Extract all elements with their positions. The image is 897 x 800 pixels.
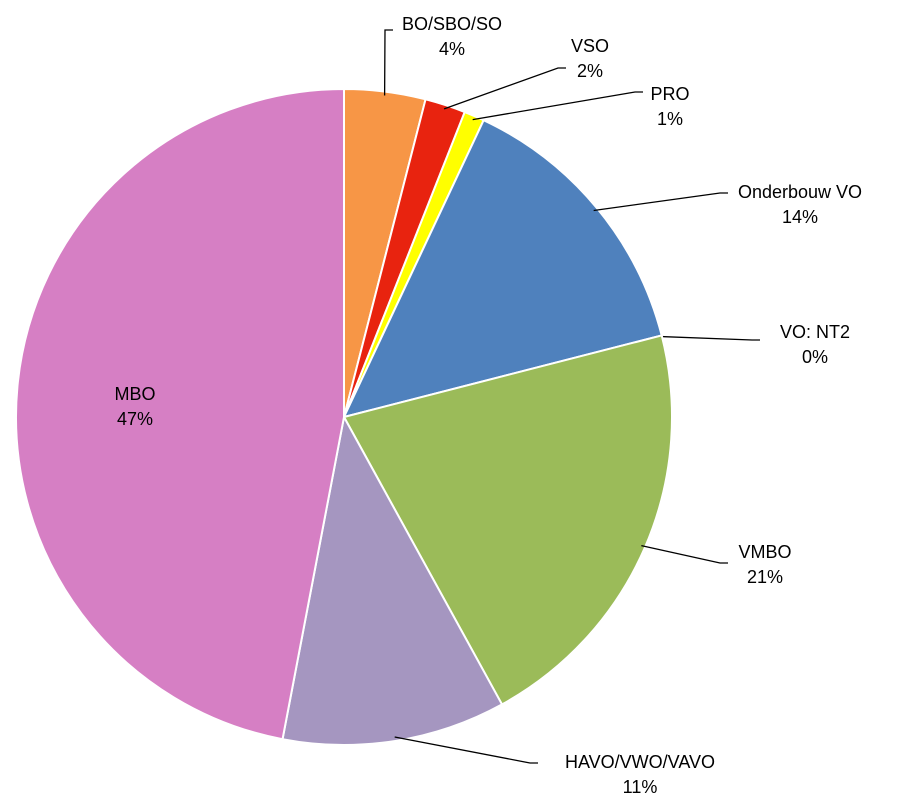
pie-slice: [15, 87, 345, 741]
slice-value-label: 4%: [439, 39, 465, 59]
pie-slice: [342, 334, 673, 706]
pie-slice: [281, 414, 504, 746]
slice-label: PRO: [650, 84, 689, 104]
slice-value-label: 0%: [802, 347, 828, 367]
slice-label: Onderbouw VO: [738, 182, 862, 202]
slice-value-label: 21%: [747, 567, 783, 587]
pie-slice: [342, 118, 663, 419]
slice-value-label: 14%: [782, 207, 818, 227]
slice-value-label: 47%: [117, 409, 153, 429]
slice-label: MBO: [114, 384, 155, 404]
slice-label: VMBO: [738, 542, 791, 562]
leader-line: [443, 67, 566, 110]
leader-line: [383, 29, 393, 96]
slice-value-label: 1%: [657, 109, 683, 129]
leader-line: [657, 335, 760, 341]
slice-value-label: 2%: [577, 61, 603, 81]
slice-value-label: 11%: [623, 777, 658, 797]
leader-line: [593, 192, 728, 212]
leader-line: [472, 91, 643, 121]
leader-line: [641, 545, 728, 564]
slice-label: HAVO/VWO/VAVO: [565, 752, 715, 772]
slice-label: VSO: [571, 36, 609, 56]
slice-label: VO: NT2: [780, 322, 850, 342]
slice-label: BO/SBO/SO: [402, 14, 502, 34]
leader-line: [394, 736, 538, 764]
